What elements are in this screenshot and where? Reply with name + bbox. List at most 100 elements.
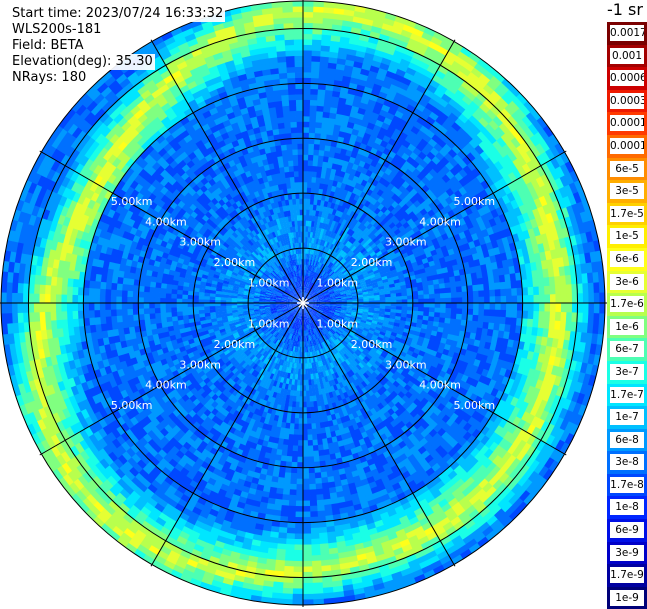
ppi-cell	[550, 294, 556, 304]
ppi-cell	[489, 283, 496, 291]
ppi-cell	[311, 56, 321, 62]
ppi-cell	[566, 294, 572, 304]
ppi-cell	[303, 176, 308, 182]
ppi-cell	[566, 284, 572, 294]
ppi-cell	[310, 401, 314, 407]
ppi-cell	[302, 566, 312, 572]
ppi-cell	[533, 286, 539, 295]
ppi-cell	[303, 50, 313, 56]
ppi-cell	[396, 296, 402, 300]
ppi-cell	[451, 292, 457, 298]
ppi-cell	[588, 283, 594, 294]
ppi-cell	[303, 182, 308, 188]
ppi-cell	[303, 160, 308, 166]
ppi-cell	[588, 313, 595, 324]
ppi-cell	[310, 412, 315, 418]
ppi-cell	[478, 315, 485, 322]
ppi-cell	[451, 303, 457, 309]
ppi-cell	[307, 418, 312, 424]
ppi-cell	[511, 288, 517, 296]
ppi-cell	[528, 311, 534, 320]
ppi-cell	[309, 495, 317, 501]
ppi-cell	[445, 308, 451, 314]
ppi-cell	[512, 303, 518, 311]
ppi-cell	[308, 143, 314, 149]
ppi-cell	[299, 396, 303, 402]
ppi-cell	[305, 369, 308, 375]
ppi-cell	[549, 285, 555, 295]
ppi-cell	[316, 494, 324, 501]
ppi-cell	[302, 539, 311, 545]
ppi-cell	[369, 298, 375, 301]
ppi-cell	[467, 285, 473, 292]
ppi-cell	[306, 402, 310, 408]
ppi-cell	[303, 127, 310, 133]
ppi-cell	[302, 495, 309, 501]
ppi-cell	[413, 303, 419, 307]
ppi-cell	[297, 468, 303, 474]
ppi-cell	[478, 309, 484, 316]
ppi-cell	[311, 61, 320, 67]
ppi-cell	[307, 424, 312, 430]
ppi-cell	[484, 309, 490, 316]
ppi-cell	[307, 176, 312, 182]
ppi-cell	[310, 89, 318, 95]
ppi-cell	[528, 295, 534, 304]
ppi-cell	[555, 294, 561, 304]
ppi-cell	[484, 290, 490, 297]
ppi-cell	[495, 310, 501, 318]
ppi-cell	[306, 391, 310, 397]
ppi-cell	[593, 313, 600, 324]
ppi-cell	[302, 594, 313, 600]
ppi-cell	[308, 451, 314, 457]
ppi-cell	[298, 429, 303, 435]
ppi-cell	[582, 283, 588, 294]
ppi-cell	[522, 303, 528, 312]
ppi-cell	[303, 204, 307, 210]
ppi-cell	[302, 550, 312, 556]
ppi-cell	[312, 582, 323, 588]
ppi-cell	[306, 396, 310, 402]
ppi-cell	[293, 550, 303, 556]
ppi-cell	[303, 94, 311, 100]
ppi-cell	[294, 544, 303, 550]
ppi-cell	[401, 292, 407, 296]
ppi-cell	[561, 294, 567, 304]
ppi-cell	[315, 478, 322, 484]
ppi-cell	[303, 88, 311, 94]
ppi-cell	[303, 187, 307, 193]
ppi-cell	[309, 500, 317, 506]
ppi-cell	[302, 583, 313, 589]
ppi-cell	[309, 121, 316, 127]
ppi-cell	[312, 440, 318, 446]
ppi-cell	[303, 55, 312, 61]
ppi-cell	[299, 402, 303, 408]
ppi-cell	[302, 512, 310, 518]
ppi-cell	[298, 440, 303, 446]
ppi-cell	[298, 435, 303, 441]
ppi-cell	[310, 94, 318, 100]
ppi-cell	[500, 289, 506, 297]
ppi-cell	[310, 533, 319, 539]
ppi-cell	[429, 303, 435, 308]
ppi-cell	[303, 44, 313, 50]
ppi-cell	[311, 78, 320, 84]
ppi-cell	[489, 290, 495, 297]
ppi-cell	[528, 303, 534, 312]
ppi-cell	[445, 287, 451, 293]
ppi-cell	[490, 296, 496, 303]
ppi-cell	[308, 154, 314, 160]
ppi-cell	[511, 310, 517, 318]
ppi-cell	[307, 434, 312, 440]
ppi-cell	[307, 182, 312, 188]
ppi-cell	[302, 533, 311, 539]
ppi-cell	[512, 296, 518, 304]
ppi-cell	[295, 506, 303, 512]
ppi-cell	[313, 17, 324, 23]
ppi-cell	[440, 288, 446, 294]
ppi-cell	[302, 588, 313, 594]
ppi-cell	[303, 34, 313, 40]
ppi-cell	[440, 293, 446, 299]
ppi-cell	[311, 429, 316, 435]
ppi-cell	[413, 307, 419, 312]
